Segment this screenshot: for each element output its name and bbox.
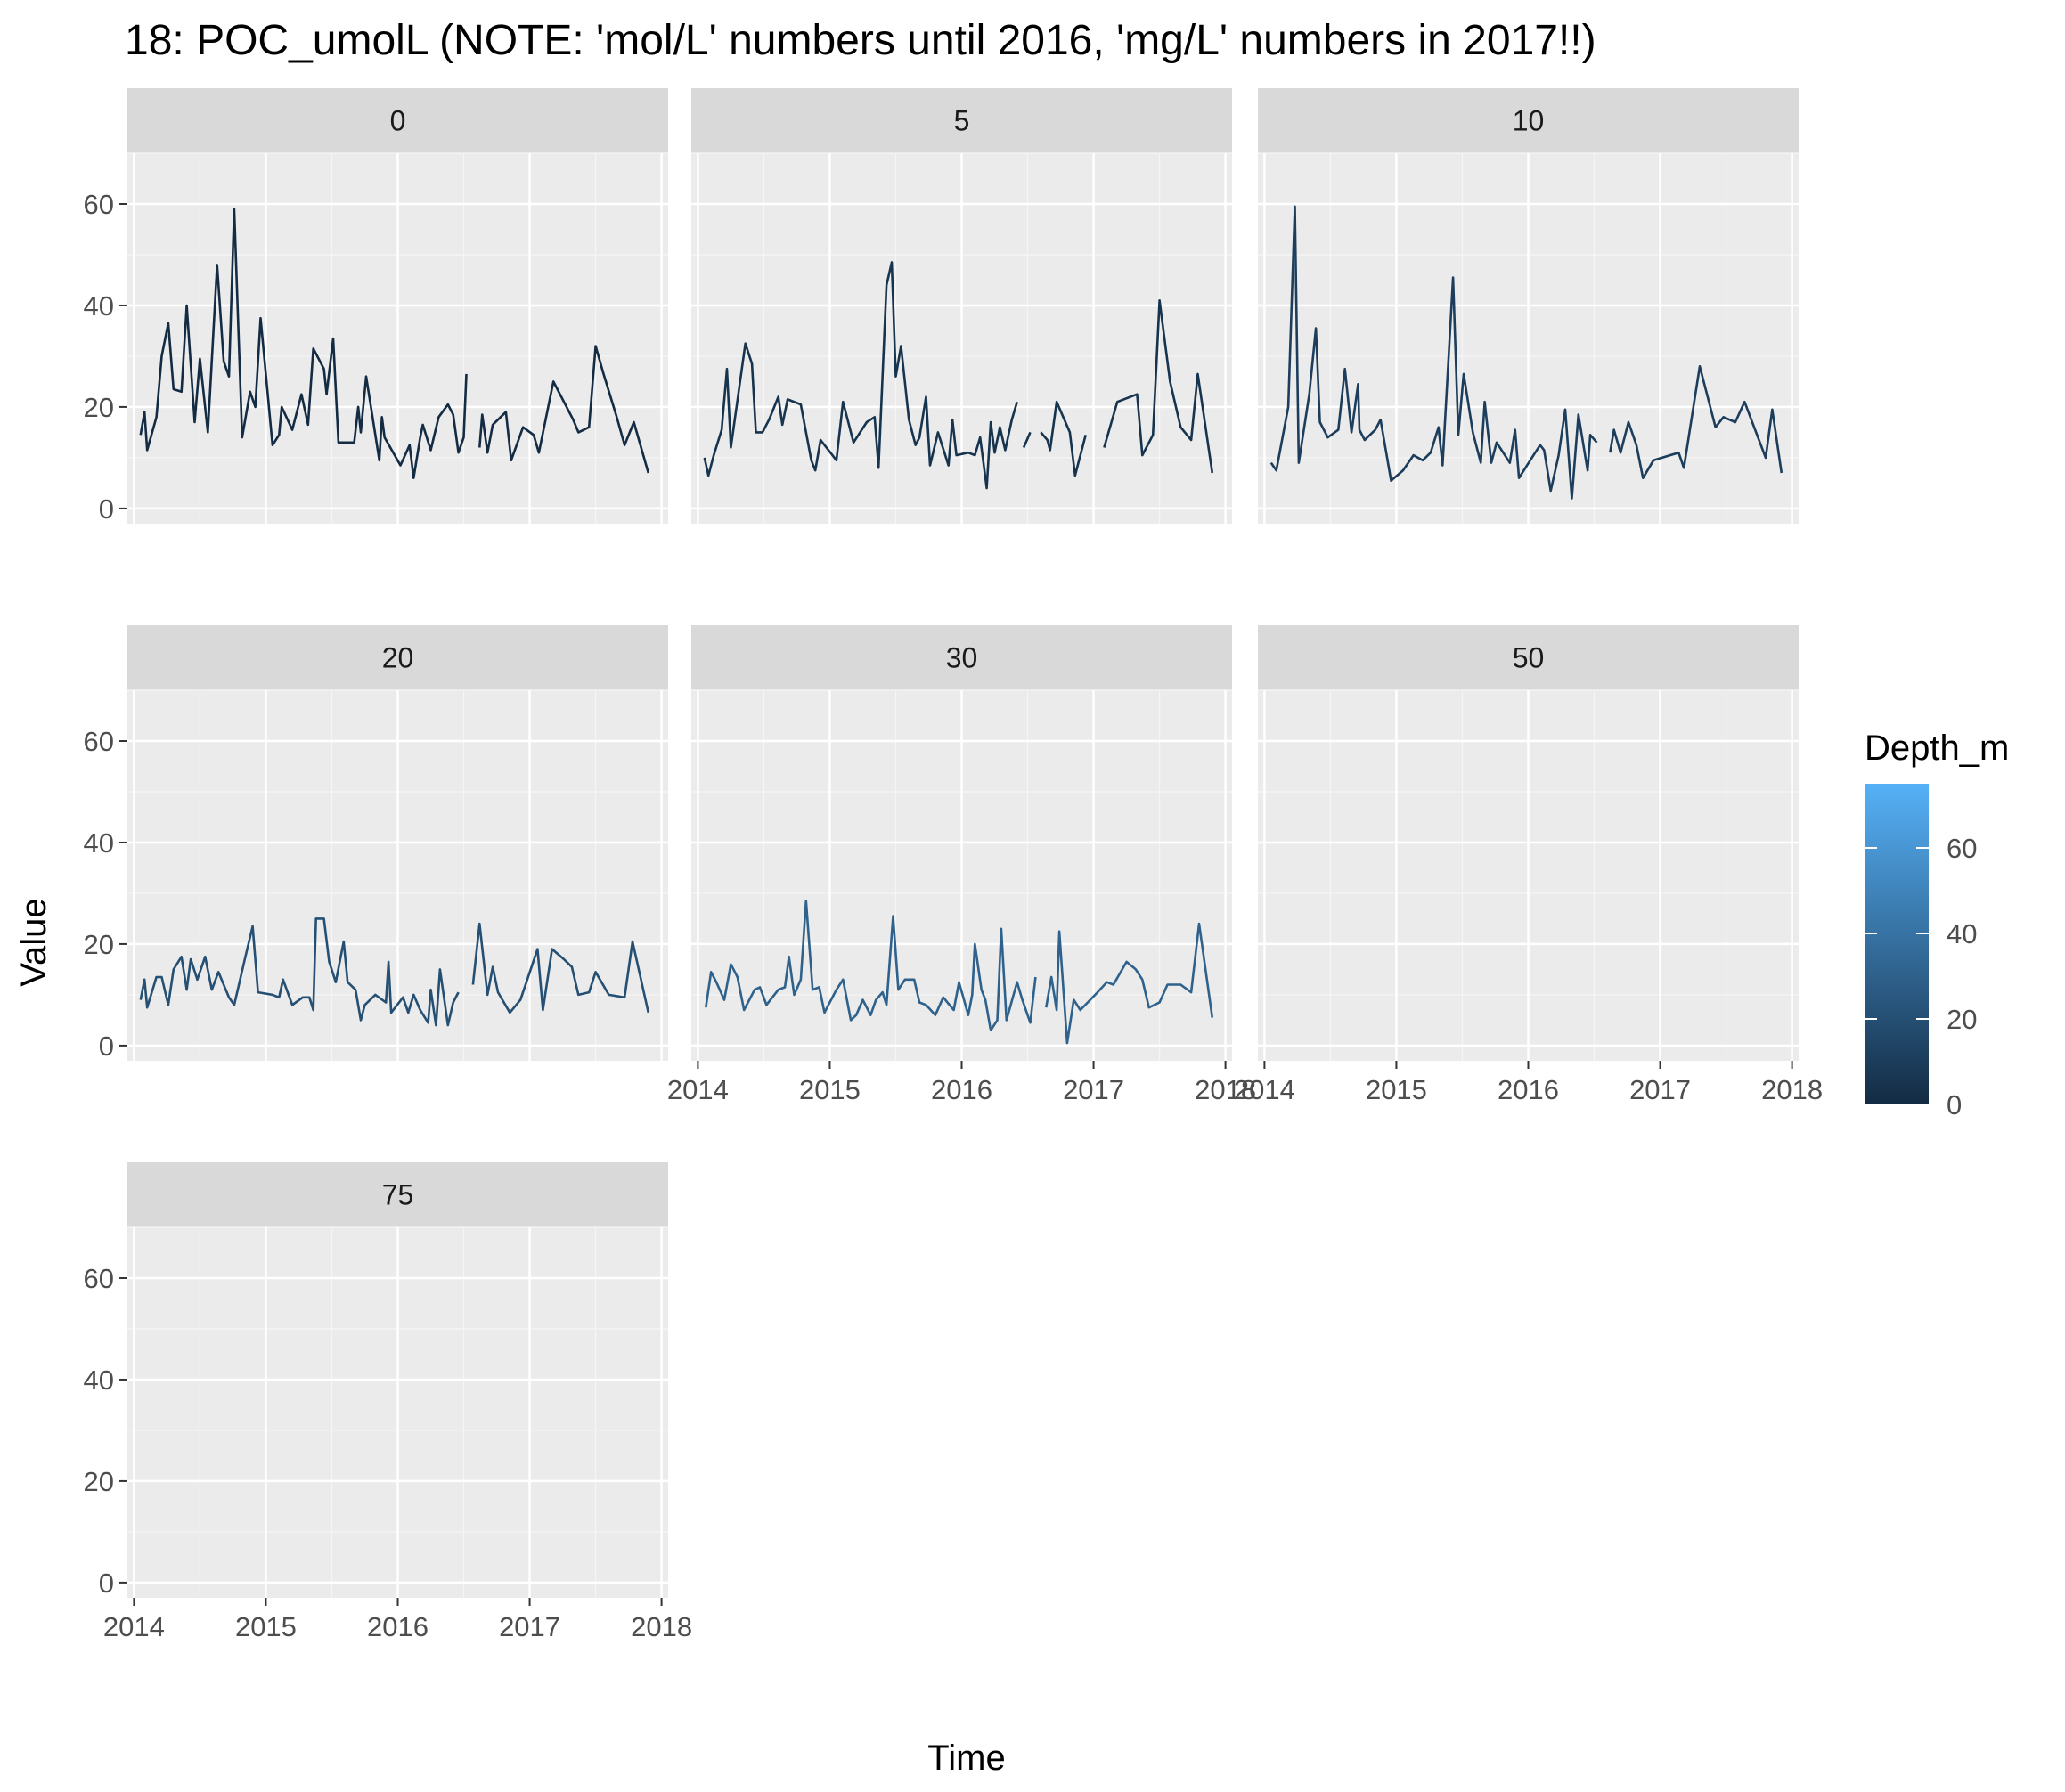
y-tick-label: 0 [99,493,114,525]
colorbar-tick-label: 40 [1947,918,1977,949]
series-line [139,208,468,480]
facet-panel-50: 50 2014 2015 2016 2017 2018 [1234,625,1823,1105]
x-tick-label: 2016 [1498,1074,1559,1105]
series-line [471,922,650,1014]
facet-strip [1258,88,1799,153]
chart-title: 18: POC_umolL (NOTE: 'mol/L' numbers unt… [125,17,1596,64]
series-line [1103,298,1214,474]
y-tick-label: 40 [84,827,114,859]
y-tick-label: 60 [84,726,114,757]
x-tick-label: 2015 [799,1074,861,1105]
facet-panels: 0 0 20 40 60 5 10 20 0 20 40 60 30 2014 2015 2016 2017 20… [84,88,1823,1642]
facet-panel-0: 0 0 20 40 60 [84,88,668,525]
facet-strip [127,1162,668,1227]
facet-panel-30: 30 2014 2015 2016 2017 2018 [667,625,1256,1105]
x-axis-title: Time [927,1739,1005,1778]
x-tick-label: 2018 [1761,1074,1823,1105]
facet-strip-label: 30 [946,642,978,674]
facet-strip-label: 5 [954,105,970,137]
colorbar-tick-label: 60 [1947,833,1977,864]
y-axis-title: Value [14,898,53,986]
facet-panel-20: 20 0 20 40 60 [84,625,668,1062]
colorbar-tick-label: 20 [1947,1004,1977,1035]
y-tick-label: 0 [99,1568,114,1599]
y-tick-label: 60 [84,1263,114,1294]
facet-strip [1258,625,1799,690]
series-line [1609,364,1783,480]
y-tick-label: 20 [84,1466,114,1497]
x-tick-label: 2017 [499,1611,560,1642]
series-line [1022,431,1032,449]
colorbar [1865,784,1929,1104]
x-tick-label: 2015 [235,1611,297,1642]
x-tick-label: 2015 [1366,1074,1427,1105]
facet-strip-label: 50 [1513,642,1545,674]
series-line [478,345,650,474]
x-tick-label: 2014 [1234,1074,1295,1105]
series-line [703,261,1018,490]
y-tick-label: 0 [99,1030,114,1062]
facet-strip-label: 75 [382,1179,414,1211]
y-tick-label: 20 [84,392,114,423]
x-tick-label: 2018 [1195,1074,1256,1105]
facet-strip [691,88,1232,153]
x-tick-label: 2016 [931,1074,992,1105]
y-tick-label: 60 [84,189,114,220]
legend-title: Depth_m [1865,729,2009,768]
y-tick-label: 40 [84,290,114,322]
x-tick-label: 2014 [103,1611,165,1642]
y-tick-label: 40 [84,1364,114,1396]
series-line [1045,922,1214,1045]
facet-strip-label: 10 [1513,105,1545,137]
facet-strip-label: 0 [390,105,406,137]
series-line [139,917,460,1027]
series-line [705,900,1037,1032]
facet-strip [691,625,1232,690]
x-tick-label: 2016 [367,1611,429,1642]
facet-panel-5: 5 [691,88,1232,524]
y-tick-label: 20 [84,929,114,960]
facet-panel-10: 10 [1258,88,1799,524]
facet-strip [127,88,668,153]
series-line [1040,400,1087,477]
facet-strip [127,625,668,690]
colorbar-tick-label: 0 [1947,1089,1962,1120]
series-line [1269,205,1598,500]
x-tick-label: 2018 [631,1611,692,1642]
facet-strip-label: 20 [382,642,414,674]
facet-panel-75: 75 0 20 40 60 2014 2015 2016 2017 2018 [84,1162,692,1642]
legend-colorbar: 0 20 40 60 [1865,784,1977,1120]
x-tick-label: 2017 [1063,1074,1124,1105]
x-tick-label: 2014 [667,1074,729,1105]
x-tick-label: 2017 [1629,1074,1691,1105]
